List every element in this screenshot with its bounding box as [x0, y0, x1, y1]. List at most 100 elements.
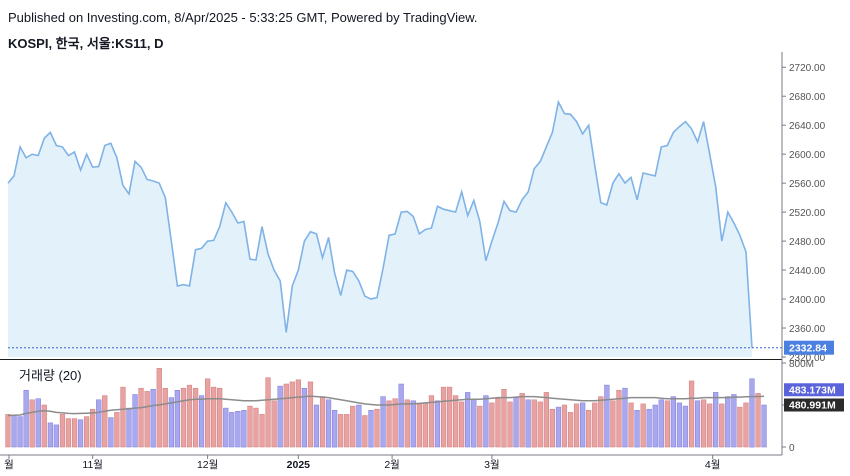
time-tick-label: 2월: [384, 459, 400, 471]
volume-bar: [120, 386, 126, 448]
last-price-label: 2332.84: [789, 343, 827, 355]
volume-bar: [332, 410, 338, 448]
volume-bar: [162, 387, 168, 448]
volume-bar: [404, 399, 410, 448]
price-tick-label: 2560.00: [789, 179, 826, 190]
volume-bar: [519, 393, 525, 448]
volume-bar: [77, 419, 84, 448]
volume-bar: [319, 396, 326, 448]
volume-bar: [513, 397, 519, 448]
volume-bar: [440, 386, 447, 448]
volume-badge-label: 483.173M: [789, 384, 836, 396]
volume-bar: [725, 396, 731, 448]
volume-bar: [459, 401, 465, 448]
volume-bar: [156, 368, 162, 448]
price-tick-label: 2520.00: [789, 208, 826, 219]
volume-bar: [428, 395, 435, 448]
price-tick-label: 2720.00: [789, 63, 826, 74]
volume-bar: [344, 414, 350, 448]
volume-bar: [47, 422, 53, 448]
price-tick-label: 2440.00: [789, 266, 826, 277]
volume-bar: [701, 399, 707, 448]
volume-bar: [374, 408, 380, 448]
time-tick-label: 4월: [705, 459, 721, 471]
volume-bar: [392, 398, 398, 448]
volume-bar: [737, 406, 743, 448]
volume-bar: [362, 415, 368, 448]
price-tick-label: 2400.00: [789, 295, 826, 306]
volume-bar: [446, 386, 453, 448]
published-caption: Published on Investing.com, 8/Apr/2025 -…: [8, 10, 478, 25]
volume-bar: [652, 404, 658, 448]
volume-bar: [84, 416, 90, 448]
volume-pane-title: 거래량 (20): [19, 368, 82, 383]
volume-bar: [731, 394, 737, 448]
volume-bar: [380, 396, 386, 448]
volume-bar: [108, 417, 114, 448]
volume-bar: [126, 407, 132, 448]
time-tick-label: 2025: [287, 459, 311, 471]
volume-bar: [96, 399, 102, 448]
volume-bar: [761, 404, 767, 448]
volume-bar: [132, 394, 138, 448]
volume-bar: [398, 383, 404, 448]
volume-bar: [422, 402, 428, 448]
volume-bar: [749, 378, 755, 448]
volume-bar: [483, 395, 489, 448]
volume-bar: [580, 402, 586, 448]
price-tick-label: 2480.00: [789, 237, 826, 248]
volume-bar: [338, 414, 344, 448]
volume-bar: [489, 402, 495, 448]
volume-bar: [495, 398, 501, 448]
time-tick-label: 월: [4, 459, 14, 471]
volume-bar: [604, 384, 610, 448]
volume-bar: [41, 404, 47, 448]
volume-bar: [301, 387, 307, 448]
volume-bar: [307, 381, 314, 448]
volume-bar: [235, 411, 241, 448]
volume-bar: [241, 410, 247, 448]
volume-bar: [174, 390, 180, 448]
volume-bar: [628, 402, 634, 448]
price-tick-label: 2640.00: [789, 121, 826, 132]
volume-bar: [65, 418, 72, 448]
volume-bar: [247, 405, 253, 448]
volume-bar: [325, 399, 332, 448]
volume-bar: [543, 392, 549, 448]
volume-bar: [295, 379, 301, 448]
volume-bar: [694, 400, 701, 448]
volume-bar: [586, 410, 592, 448]
volume-bar: [743, 402, 749, 448]
volume-bar: [507, 401, 513, 448]
volume-bar: [350, 405, 356, 448]
volume-bar: [682, 405, 689, 448]
volume-bar: [150, 389, 156, 448]
volume-ma-line: [7, 395, 765, 417]
volume-bar: [59, 414, 66, 448]
price-line: [7, 99, 753, 348]
volume-bar: [531, 399, 537, 448]
volume-bar: [23, 390, 29, 448]
volume-bar: [253, 407, 259, 448]
volume-bar: [646, 408, 652, 448]
volume-bar: [598, 396, 604, 448]
volume-bar: [573, 403, 580, 448]
volume-bar: [386, 400, 392, 448]
volume-bar: [211, 386, 217, 448]
price-tick-label: 2320.00: [789, 353, 826, 364]
volume-bar: [434, 400, 441, 448]
volume-bar: [259, 414, 265, 448]
time-tick-label: 12월: [197, 459, 218, 471]
volume-bar: [555, 406, 562, 448]
volume-bar: [410, 400, 416, 448]
volume-bar: [561, 404, 568, 448]
volume-bar: [356, 404, 362, 448]
volume-bar: [453, 395, 459, 448]
price-tick-label: 2680.00: [789, 92, 826, 103]
volume-bar: [90, 408, 96, 448]
price-area-fill: [8, 102, 752, 357]
volume-bar: [525, 399, 531, 448]
volume-bar: [676, 402, 683, 448]
